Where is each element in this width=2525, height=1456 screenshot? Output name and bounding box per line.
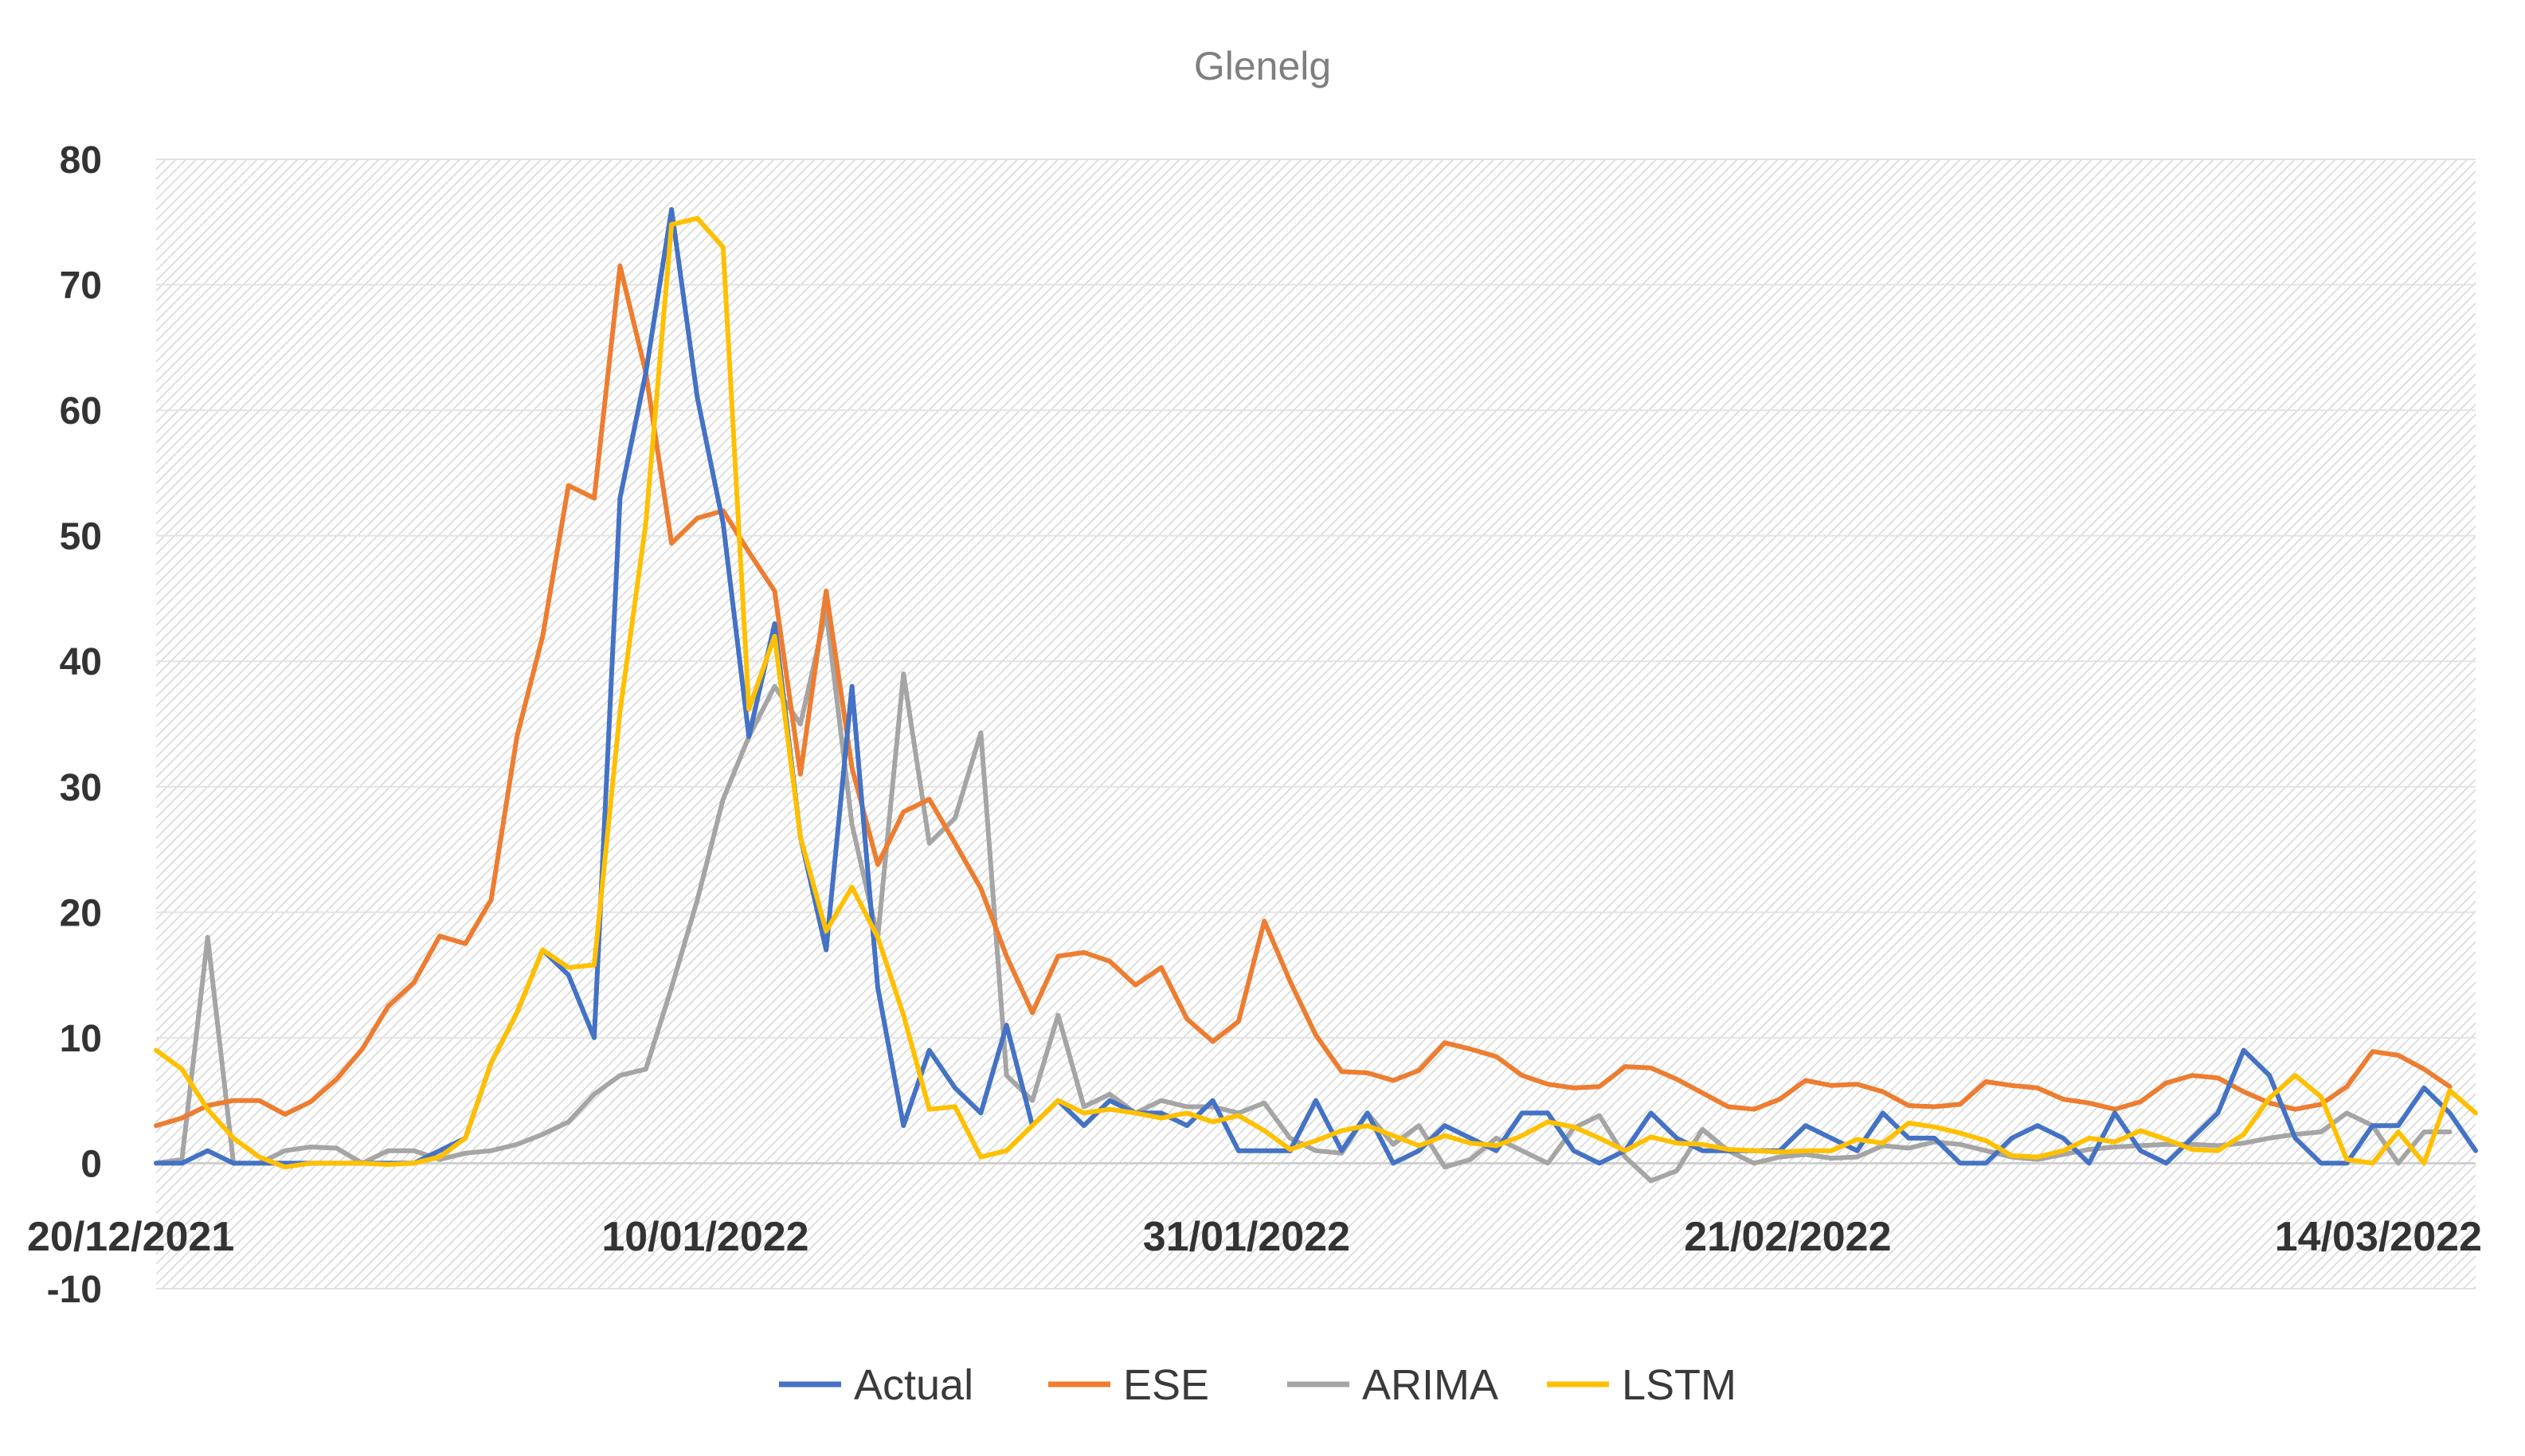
x-tick-label: 20/12/2021 xyxy=(27,1214,234,1260)
x-tick-label: 31/01/2022 xyxy=(1143,1214,1350,1260)
series-line-ese xyxy=(154,263,2453,1129)
y-tick-label: 30 xyxy=(60,767,102,809)
legend: Actual ESE ARIMA LSTM xyxy=(779,1361,1736,1409)
legend-label-actual: Actual xyxy=(854,1361,973,1409)
series-line-lstm xyxy=(154,216,2478,1170)
x-tick-label: 10/01/2022 xyxy=(601,1214,808,1260)
y-tick-label: 20 xyxy=(60,892,102,934)
y-tick-label: 60 xyxy=(60,390,102,432)
legend-label-lstm: LSTM xyxy=(1622,1361,1736,1409)
plot-area xyxy=(156,159,2476,1289)
chart-title: Glenelg xyxy=(1194,44,1331,88)
legend-label-arima: ARIMA xyxy=(1362,1361,1498,1409)
y-tick-label: 80 xyxy=(60,139,102,182)
y-tick-label: 0 xyxy=(80,1143,102,1185)
y-tick-label: -10 xyxy=(47,1269,102,1311)
legend-label-ese: ESE xyxy=(1123,1361,1209,1409)
y-tick-label: 40 xyxy=(60,641,102,683)
x-axis: 20/12/2021 10/01/2022 31/01/2022 21/02/2022… xyxy=(27,1214,2482,1260)
x-tick-label: 14/03/2022 xyxy=(2275,1214,2482,1260)
x-tick-label: 21/02/2022 xyxy=(1684,1214,1891,1260)
y-tick-label: 10 xyxy=(60,1018,102,1060)
y-tick-label: 70 xyxy=(60,265,102,307)
y-tick-label: 50 xyxy=(60,516,102,558)
series-lines xyxy=(154,207,2478,1184)
y-axis: 80 70 60 50 40 30 20 10 0 -10 xyxy=(47,139,102,1311)
